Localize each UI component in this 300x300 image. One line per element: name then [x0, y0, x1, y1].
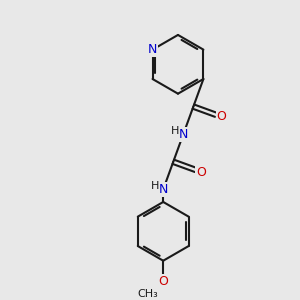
Text: CH₃: CH₃: [137, 289, 158, 299]
Text: N: N: [158, 183, 168, 196]
Text: N: N: [148, 43, 157, 56]
Text: H: H: [151, 181, 159, 191]
Text: O: O: [196, 166, 206, 178]
Text: H: H: [171, 126, 179, 136]
Text: N: N: [178, 128, 188, 141]
Text: O: O: [217, 110, 226, 123]
Text: O: O: [158, 275, 168, 288]
